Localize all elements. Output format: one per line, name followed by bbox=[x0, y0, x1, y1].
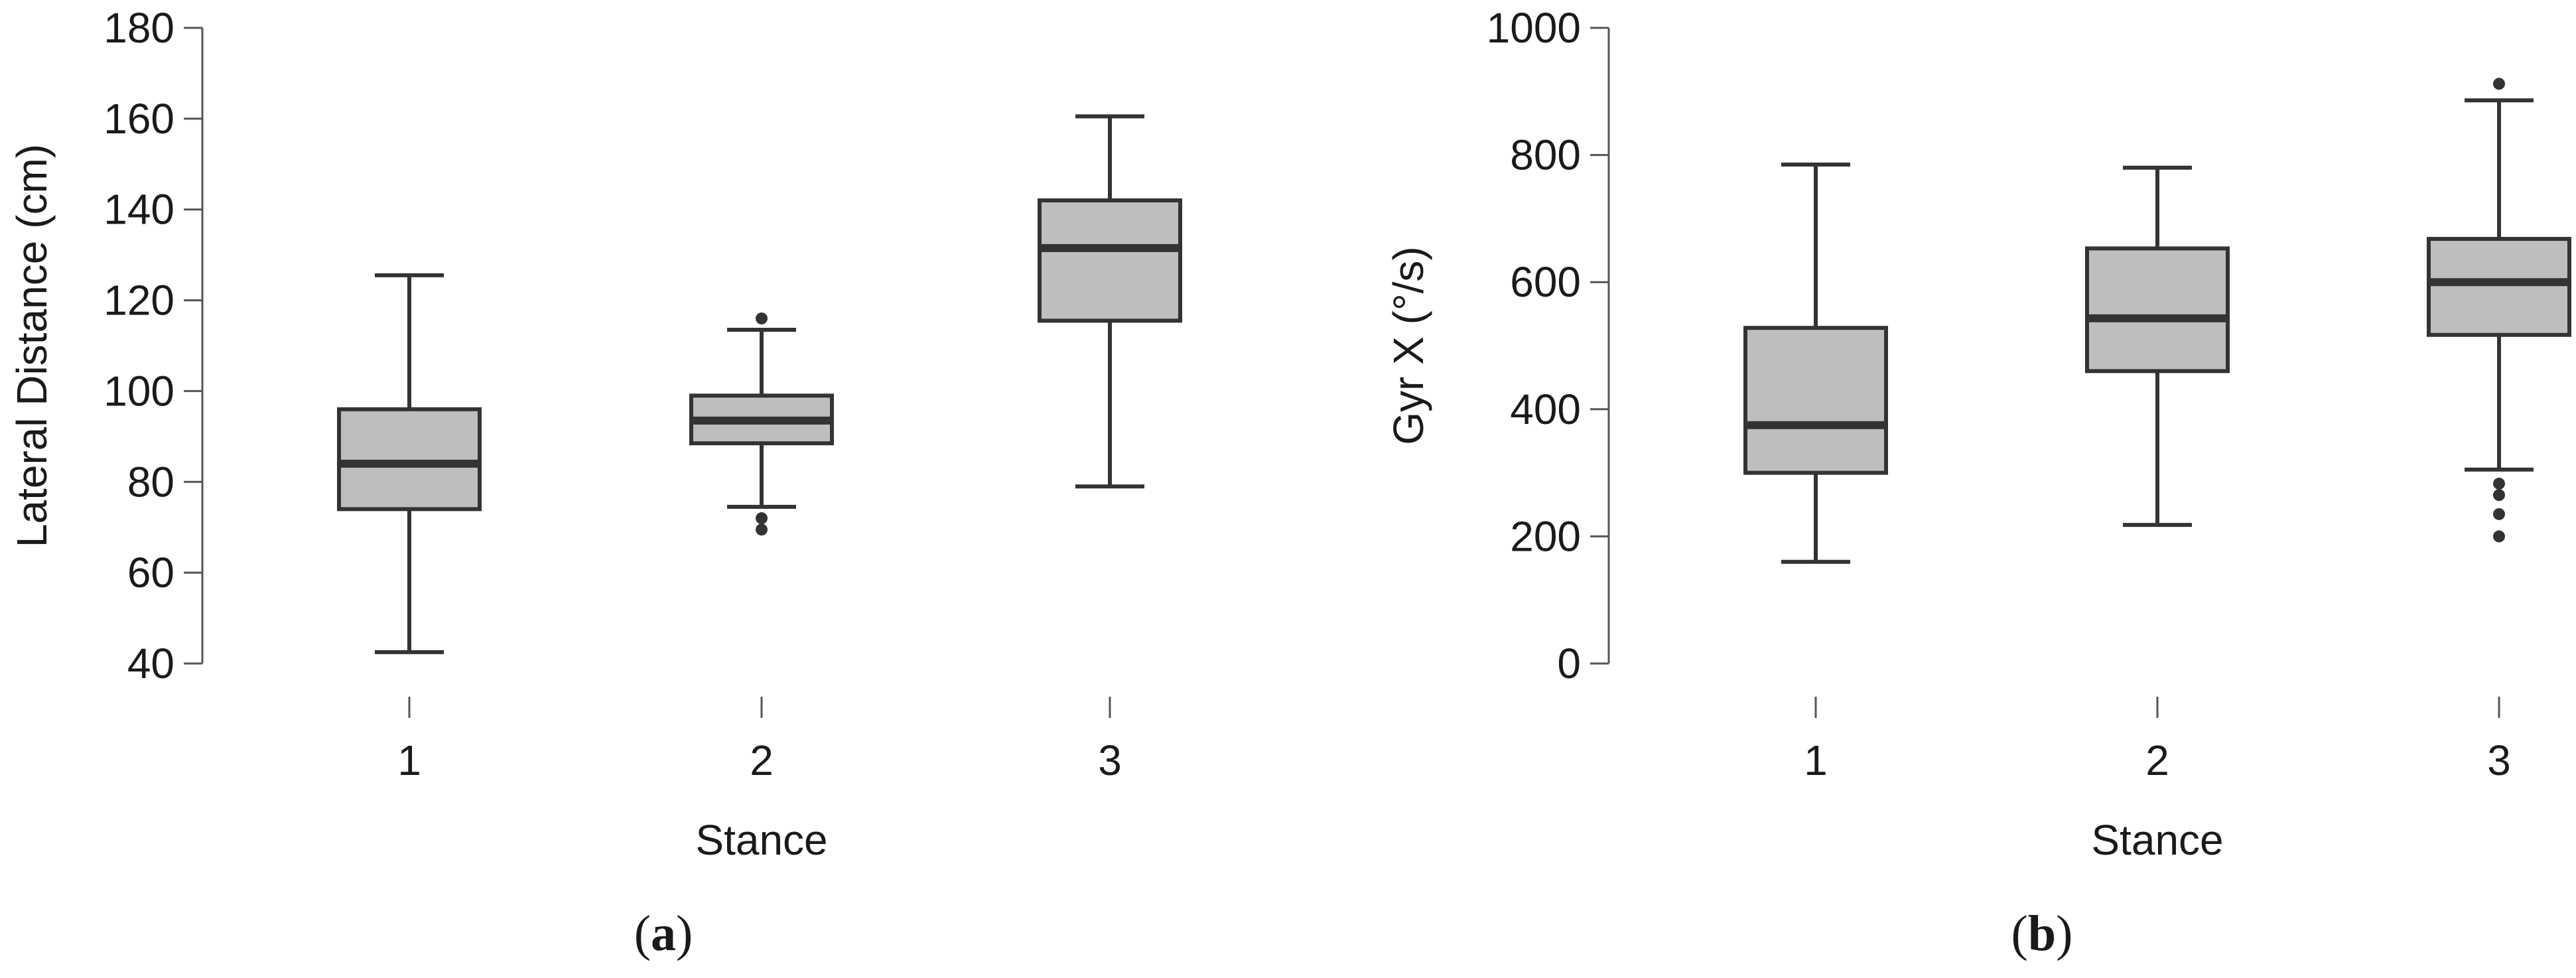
y-tick-label: 100 bbox=[103, 367, 174, 415]
panel-label-open: ( bbox=[634, 906, 651, 961]
y-axis-title: Gyr X (°/s) bbox=[1385, 246, 1432, 445]
x-tick-label: 3 bbox=[1098, 736, 1122, 784]
y-axis-title: Lateral Distance (cm) bbox=[8, 144, 56, 547]
box-category-1 bbox=[337, 273, 482, 654]
outlier-point bbox=[756, 512, 768, 525]
y-tick-label: 1000 bbox=[1487, 4, 1581, 52]
y-tick-label: 800 bbox=[1510, 131, 1581, 179]
outlier-point bbox=[2493, 508, 2505, 520]
panel-label-close: ) bbox=[2056, 906, 2072, 961]
y-tick-label: 60 bbox=[127, 549, 174, 596]
y-tick-label: 0 bbox=[1557, 640, 1581, 687]
box-category-1 bbox=[1743, 162, 1888, 564]
outlier-point bbox=[756, 524, 768, 536]
panel-label-close: ) bbox=[676, 906, 693, 961]
y-tick-label: 140 bbox=[103, 186, 174, 234]
box-category-2 bbox=[2085, 165, 2230, 527]
y-tick-label: 180 bbox=[103, 4, 174, 52]
panel-label: (a) bbox=[634, 906, 693, 961]
box-category-3 bbox=[2427, 78, 2571, 543]
iqr-box bbox=[2427, 237, 2571, 337]
y-tick-label: 400 bbox=[1510, 385, 1581, 433]
panel-a-boxplot: 40 60 80 100 120 140 160 180 1 2 3 Stance Lateral Di… bbox=[8, 4, 1182, 961]
outlier-point bbox=[2493, 530, 2505, 543]
iqr-box bbox=[1743, 326, 1888, 475]
x-tick-label: 1 bbox=[397, 736, 421, 784]
iqr-box bbox=[1038, 198, 1182, 323]
panel-label-letter: b bbox=[2028, 906, 2056, 961]
outlier-point bbox=[2493, 477, 2505, 490]
x-axis-title: Stance bbox=[695, 816, 827, 864]
outlier-point bbox=[2493, 78, 2505, 90]
y-tick-label: 80 bbox=[127, 458, 174, 506]
iqr-box bbox=[2085, 246, 2230, 374]
panel-label-open: ( bbox=[2011, 906, 2028, 961]
outlier-point bbox=[756, 312, 768, 324]
x-tick-label: 2 bbox=[750, 736, 774, 784]
y-tick-label: 160 bbox=[103, 95, 174, 143]
y-tick-label: 120 bbox=[103, 277, 174, 324]
y-tick-label: 600 bbox=[1510, 258, 1581, 306]
y-tick-label: 200 bbox=[1510, 512, 1581, 560]
x-tick-label: 3 bbox=[2487, 736, 2511, 784]
panel-label: (b) bbox=[2011, 906, 2073, 961]
y-tick-label: 40 bbox=[127, 640, 174, 687]
x-tick-label: 1 bbox=[1804, 736, 1828, 784]
panel-b-boxplot: 0 200 400 600 800 1000 1 2 3 Stance Gyr X (°/s) (b) bbox=[1385, 4, 2571, 961]
x-axis-title: Stance bbox=[2091, 816, 2223, 864]
outlier-point bbox=[2493, 489, 2505, 502]
iqr-box bbox=[337, 407, 482, 512]
box-category-3 bbox=[1038, 114, 1182, 489]
box-category-2 bbox=[689, 312, 834, 536]
x-tick-label: 2 bbox=[2145, 736, 2169, 784]
panel-label-letter: a bbox=[651, 906, 676, 961]
